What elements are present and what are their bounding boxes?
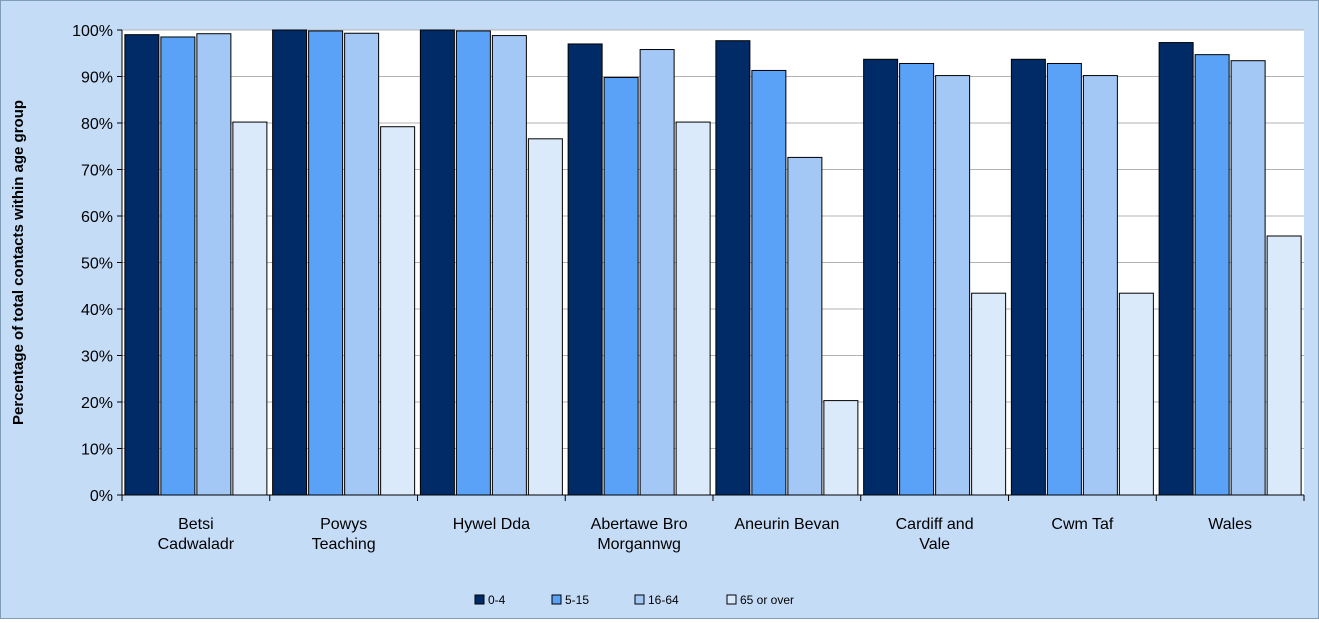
y-tick-label: 0%	[90, 488, 113, 505]
bar-16-64	[196, 33, 232, 496]
legend-swatch	[634, 594, 645, 605]
bar-16-64	[344, 32, 380, 496]
y-axis-title: Percentage of total contacts within age …	[10, 100, 27, 425]
bar-16-64	[935, 75, 971, 496]
bar-16-64	[787, 156, 823, 496]
y-tick-label: 50%	[81, 256, 113, 273]
bar-16-64	[1082, 75, 1118, 496]
bar-16-64	[639, 49, 675, 496]
x-tick-label: Cwm Taf	[1051, 516, 1113, 533]
bar-65-or-over	[675, 121, 711, 496]
bar-5-15	[1194, 54, 1230, 496]
x-tick-label: Aneurin Bevan	[734, 516, 839, 533]
legend-swatch	[726, 594, 737, 605]
bar-0-4	[863, 58, 899, 496]
bar-65-or-over	[232, 121, 268, 496]
legend-label: 65 or over	[740, 593, 794, 607]
y-tick-label: 40%	[81, 302, 113, 319]
bar-65-or-over	[971, 292, 1007, 496]
bar-0-4	[272, 29, 308, 496]
x-tick-label: Abertawe Bro Morgannwg	[591, 516, 688, 553]
bar-5-15	[603, 76, 639, 496]
y-tick-label: 100%	[72, 23, 113, 40]
bar-5-15	[455, 30, 491, 496]
x-tick-label: Wales	[1208, 516, 1252, 533]
bar-5-15	[160, 36, 196, 496]
bar-0-4	[1158, 42, 1194, 496]
x-tick-label: Powys Teaching	[312, 516, 376, 553]
legend-swatch	[474, 594, 485, 605]
bar-5-15	[1046, 62, 1082, 496]
legend-swatch	[551, 594, 562, 605]
x-tick-label: Betsi Cadwaladr	[158, 516, 235, 553]
y-tick-label: 80%	[81, 116, 113, 133]
bar-5-15	[751, 69, 787, 496]
y-tick-label: 90%	[81, 70, 113, 87]
legend-label: 5-15	[565, 593, 589, 607]
bar-0-4	[124, 34, 160, 496]
bar-65-or-over	[1266, 235, 1302, 496]
bar-0-4	[419, 29, 455, 496]
x-tick-label: Hywel Dda	[453, 516, 530, 533]
y-tick-label: 30%	[81, 349, 113, 366]
bar-0-4	[715, 40, 751, 496]
y-tick-label: 70%	[81, 163, 113, 180]
bar-0-4	[567, 43, 603, 496]
x-tick-label: Cardiff and Vale	[896, 516, 974, 553]
y-tick-label: 60%	[81, 209, 113, 226]
bar-65-or-over	[380, 126, 416, 496]
bar-5-15	[899, 62, 935, 496]
bar-5-15	[308, 30, 344, 496]
bar-16-64	[1230, 60, 1266, 496]
legend-label: 0-4	[488, 593, 506, 607]
bar-65-or-over	[823, 400, 859, 496]
y-tick-label: 10%	[81, 442, 113, 459]
y-tick-label: 20%	[81, 395, 113, 412]
bar-16-64	[491, 35, 527, 496]
bar-65-or-over	[527, 138, 563, 496]
bar-0-4	[1010, 58, 1046, 496]
legend-label: 16-64	[648, 593, 679, 607]
bar-65-or-over	[1118, 292, 1154, 496]
